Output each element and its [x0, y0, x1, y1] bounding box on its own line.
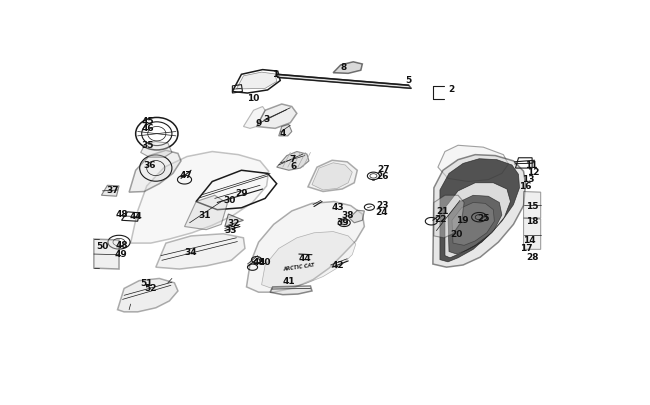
Polygon shape: [140, 142, 172, 158]
Polygon shape: [277, 75, 411, 89]
Polygon shape: [257, 105, 297, 129]
Text: 44: 44: [129, 212, 142, 221]
Text: 34: 34: [185, 247, 198, 256]
Polygon shape: [131, 152, 268, 243]
Text: 48: 48: [115, 209, 128, 218]
Polygon shape: [261, 232, 356, 288]
Text: 26: 26: [376, 171, 389, 180]
Text: ARCTIC CAT: ARCTIC CAT: [283, 262, 315, 272]
Polygon shape: [445, 183, 510, 258]
Text: 2: 2: [448, 85, 454, 94]
Polygon shape: [118, 279, 178, 312]
Text: 7: 7: [290, 155, 296, 164]
Polygon shape: [237, 73, 277, 90]
Polygon shape: [308, 161, 358, 192]
Text: 5: 5: [406, 76, 412, 85]
Text: 31: 31: [198, 210, 211, 219]
Polygon shape: [333, 63, 362, 74]
Polygon shape: [434, 196, 464, 238]
Text: 15: 15: [526, 202, 539, 211]
Text: 39: 39: [336, 217, 348, 226]
Text: 19: 19: [456, 215, 469, 224]
Text: 11: 11: [525, 160, 538, 169]
Text: 50: 50: [96, 241, 109, 250]
Polygon shape: [448, 196, 502, 254]
Text: 45: 45: [142, 117, 155, 126]
Text: 40: 40: [259, 258, 271, 267]
Polygon shape: [244, 107, 265, 129]
Text: 4: 4: [280, 128, 286, 137]
Text: 32: 32: [227, 219, 240, 228]
Text: 23: 23: [376, 200, 389, 210]
Text: 28: 28: [526, 252, 539, 261]
Polygon shape: [277, 152, 309, 171]
Polygon shape: [129, 151, 181, 193]
Text: 51: 51: [140, 278, 153, 287]
Polygon shape: [101, 186, 119, 197]
Text: 20: 20: [450, 230, 463, 239]
Polygon shape: [440, 159, 519, 262]
Text: 41: 41: [283, 277, 295, 286]
Polygon shape: [246, 202, 365, 292]
Text: 30: 30: [224, 195, 236, 205]
Polygon shape: [523, 192, 541, 219]
Text: 27: 27: [377, 164, 390, 173]
Text: 10: 10: [248, 94, 260, 103]
Text: 35: 35: [142, 140, 154, 149]
Polygon shape: [452, 203, 494, 246]
Text: 29: 29: [235, 188, 248, 197]
Text: 38: 38: [341, 210, 354, 219]
Polygon shape: [270, 286, 312, 295]
Polygon shape: [438, 146, 508, 182]
Text: 52: 52: [144, 284, 157, 292]
Text: 14: 14: [523, 236, 536, 245]
Text: 12: 12: [527, 167, 540, 176]
Text: 22: 22: [434, 214, 447, 223]
Text: 17: 17: [520, 243, 533, 252]
Text: 36: 36: [143, 161, 155, 170]
Polygon shape: [433, 155, 526, 268]
Text: 44: 44: [299, 254, 312, 263]
Text: 8: 8: [340, 63, 346, 72]
Text: 49: 49: [114, 249, 127, 258]
Polygon shape: [94, 239, 119, 269]
Text: 18: 18: [526, 216, 539, 225]
Polygon shape: [312, 163, 352, 190]
Polygon shape: [185, 196, 228, 230]
Polygon shape: [279, 125, 292, 136]
Text: 47: 47: [179, 171, 192, 179]
Text: 1: 1: [272, 70, 278, 79]
Text: 9: 9: [255, 118, 262, 127]
Text: 48: 48: [252, 258, 265, 267]
Polygon shape: [349, 211, 365, 223]
Polygon shape: [156, 234, 245, 269]
Text: 43: 43: [332, 202, 345, 211]
Text: 13: 13: [523, 175, 535, 183]
Text: 48: 48: [115, 240, 128, 249]
Text: 42: 42: [332, 261, 345, 270]
Text: 24: 24: [375, 208, 388, 217]
Text: 3: 3: [263, 114, 270, 123]
Polygon shape: [523, 219, 541, 250]
Text: 33: 33: [224, 226, 237, 234]
Text: 46: 46: [142, 124, 155, 132]
Text: 37: 37: [106, 185, 119, 194]
Text: 16: 16: [519, 182, 532, 191]
Polygon shape: [225, 215, 244, 227]
Text: 21: 21: [437, 207, 449, 216]
Text: 6: 6: [291, 162, 297, 171]
Text: 25: 25: [477, 213, 489, 222]
